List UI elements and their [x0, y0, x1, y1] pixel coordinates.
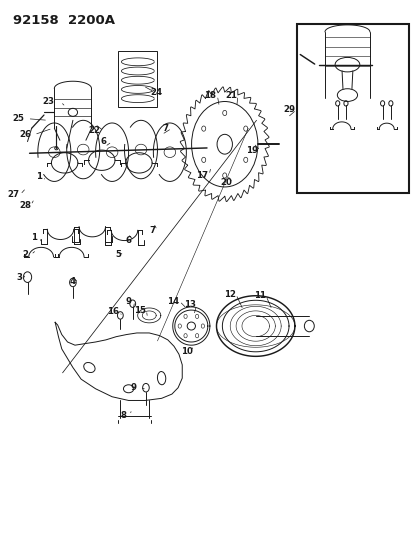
- Text: 28: 28: [19, 201, 31, 210]
- Text: 3: 3: [16, 273, 22, 281]
- Text: 9: 9: [130, 383, 136, 392]
- Text: 17: 17: [195, 171, 208, 180]
- Text: 27: 27: [8, 190, 20, 199]
- Text: 25: 25: [12, 114, 24, 123]
- Text: 13: 13: [184, 300, 196, 309]
- Text: 4: 4: [70, 277, 76, 286]
- Text: 23: 23: [42, 97, 54, 106]
- Text: 16: 16: [107, 307, 119, 316]
- Text: 7: 7: [162, 124, 169, 133]
- Text: 21: 21: [225, 91, 237, 100]
- Text: 10: 10: [181, 347, 193, 356]
- Text: 8: 8: [120, 411, 126, 420]
- Text: 5: 5: [115, 251, 121, 260]
- Text: 6: 6: [100, 137, 106, 146]
- Text: 24: 24: [150, 87, 162, 96]
- Text: 1: 1: [36, 172, 42, 181]
- Text: 20: 20: [220, 178, 232, 187]
- Text: 11: 11: [253, 291, 265, 300]
- Text: 7: 7: [149, 226, 155, 235]
- Text: 22: 22: [88, 126, 100, 135]
- Text: 12: 12: [223, 289, 235, 298]
- Text: 19: 19: [246, 146, 258, 155]
- Text: 18: 18: [204, 91, 216, 100]
- Text: 6: 6: [125, 237, 131, 246]
- Text: 26: 26: [19, 130, 31, 139]
- Bar: [118, 51, 157, 107]
- Text: 2: 2: [22, 251, 28, 260]
- Text: 29: 29: [283, 105, 295, 114]
- Bar: [296, 24, 408, 193]
- Text: 14: 14: [167, 296, 179, 305]
- Text: 15: 15: [134, 305, 146, 314]
- Text: 9: 9: [125, 296, 131, 305]
- Text: 1: 1: [31, 233, 37, 242]
- Text: 92158  2200A: 92158 2200A: [13, 14, 115, 27]
